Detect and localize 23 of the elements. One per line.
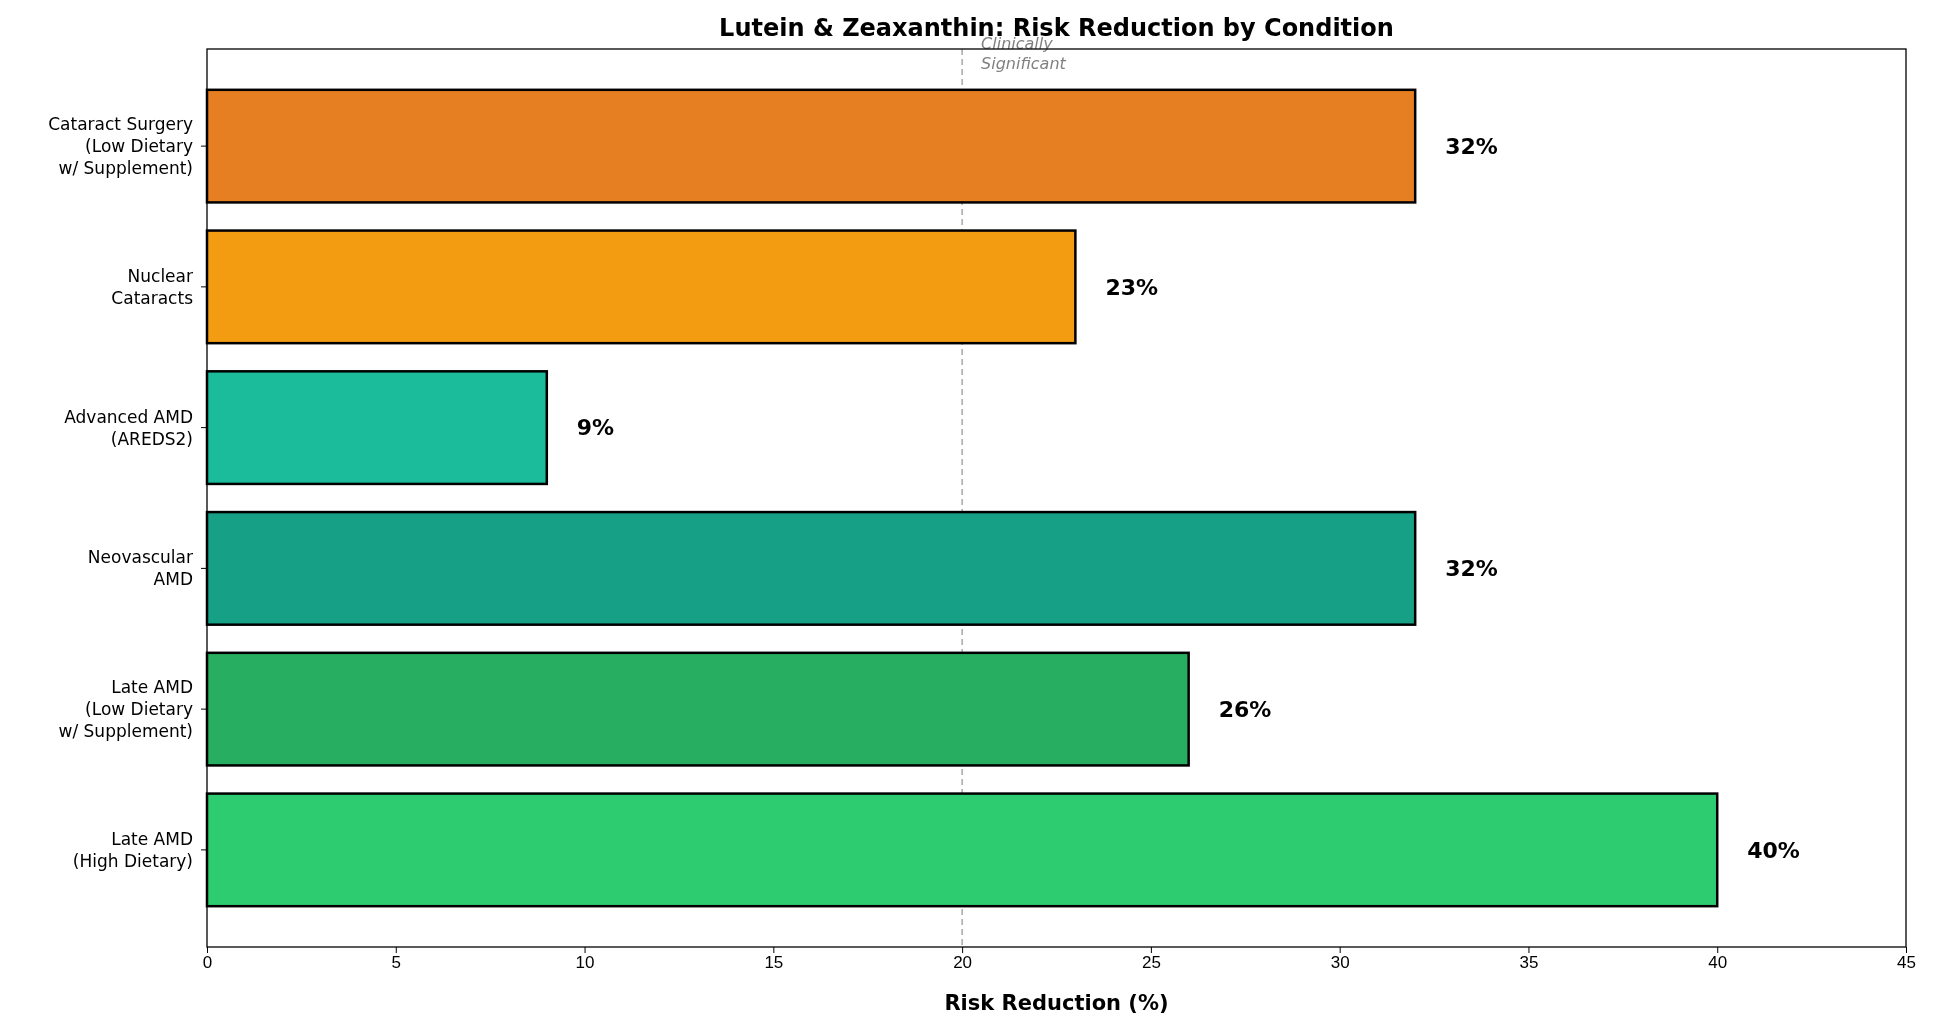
x-axis-title: Risk Reduction (%) — [944, 991, 1169, 1015]
y-tick-label: Cataract Surgery (Low Dietary w/ Supplement) — [48, 114, 193, 179]
x-tick-label: 30 — [1330, 953, 1350, 973]
y-tick-label: Late AMD (High Dietary) — [72, 828, 193, 871]
x-tick-label: 45 — [1897, 953, 1916, 973]
x-tick-label: 5 — [391, 953, 402, 973]
x-tick-label: 35 — [1519, 953, 1539, 973]
y-tick-label: Nuclear Cataracts — [111, 265, 194, 308]
x-tick-label: 0 — [202, 953, 213, 973]
data-label: 23% — [1105, 274, 1159, 300]
y-tick-label: Late AMD (Low Dietary w/ Supplement) — [58, 677, 193, 742]
y-tick-label: Advanced AMD (AREDS2) — [64, 406, 193, 449]
data-label: 32% — [1445, 556, 1498, 582]
y-tick-label: Neovascular AMD — [87, 547, 193, 590]
x-tick-label: 40 — [1708, 953, 1728, 973]
x-tick-label: 10 — [575, 953, 595, 973]
data-label: 32% — [1445, 133, 1498, 159]
data-label: 9% — [576, 415, 615, 441]
data-label: 26% — [1218, 696, 1272, 722]
data-label: 40% — [1747, 837, 1800, 863]
x-tick-label: 20 — [953, 953, 973, 973]
x-tick-label: 25 — [1141, 953, 1161, 973]
x-tick-label: 15 — [764, 953, 784, 973]
